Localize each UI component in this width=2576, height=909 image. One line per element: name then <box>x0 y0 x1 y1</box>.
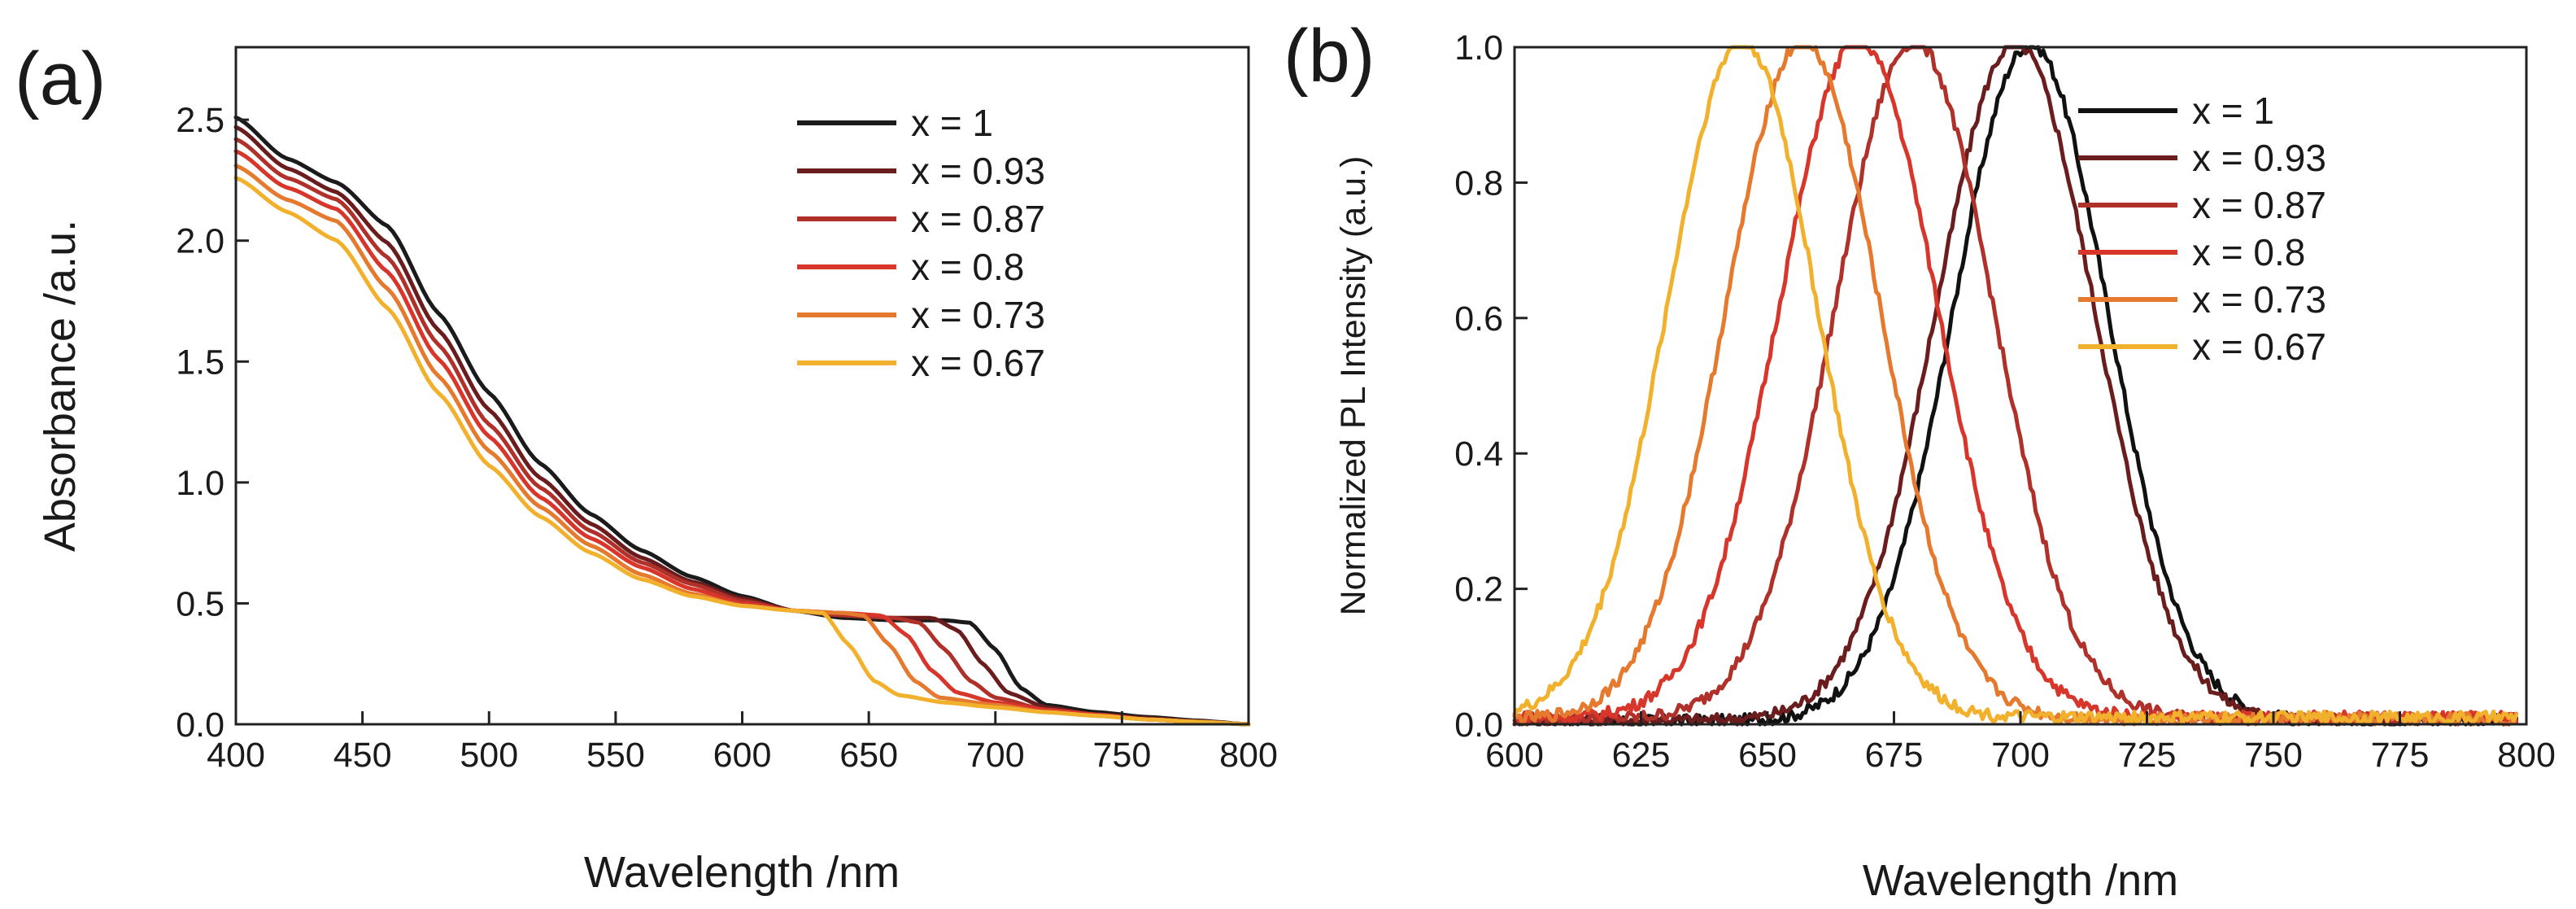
series-line-x0.73 <box>233 164 1251 727</box>
series-line-x0.8 <box>233 149 1251 727</box>
panel-b-y-tick-label: 1.0 <box>1454 28 1503 68</box>
panel-a-y-tick-label: 2.0 <box>176 222 224 261</box>
panel-b-x-tick-label: 800 <box>2497 736 2556 775</box>
panel-b-y-tick-label: 0.0 <box>1454 706 1503 745</box>
panel-a-y-tick-labels: 0.0 0.5 1.0 1.5 2.0 2.5 <box>176 101 224 745</box>
panel-b-y-tick-label: 0.8 <box>1454 164 1503 203</box>
panel-b-y-tick-label: 0.4 <box>1454 435 1503 474</box>
panel-b-x-tick-label: 600 <box>1485 736 1544 775</box>
legend-entry: x = 0.73 <box>2192 278 2326 321</box>
panel-b-x-tick-labels: 600 625 650 675 700 725 750 775 800 <box>1485 736 2556 775</box>
legend-entry: x = 0.73 <box>911 294 1045 336</box>
panel-a-axis-ticks <box>234 118 1250 726</box>
legend-entry: x = 0.87 <box>911 198 1045 240</box>
series-line-x0.73 <box>1512 45 2519 727</box>
panel-b-series-group <box>1512 45 2519 727</box>
legend-entry: x = 0.8 <box>911 246 1024 288</box>
panel-b-pl-chart: (b) 600 625 650 675 700 725 750 775 800 … <box>1284 15 2556 905</box>
series-line-x0.67 <box>1512 45 2519 726</box>
panel-a-y-tick-label: 0.0 <box>176 706 224 745</box>
panel-b-x-tick-label: 775 <box>2371 736 2430 775</box>
panel-b-x-tick-label: 750 <box>2244 736 2303 775</box>
legend-entry: x = 0.67 <box>911 342 1045 384</box>
panel-b-y-tick-labels: 0.0 0.2 0.4 0.6 0.8 1.0 <box>1454 28 1503 745</box>
panel-b-x-tick-label: 625 <box>1612 736 1671 775</box>
panel-b-x-tick-label: 675 <box>1865 736 1924 775</box>
panel-a-x-tick-label: 650 <box>839 736 898 775</box>
panel-b-legend: x = 1 x = 0.93 x = 0.87 x = 0.8 x = 0.73… <box>2078 90 2326 368</box>
panel-b-axis-ticks <box>1513 46 2528 726</box>
legend-entry: x = 0.93 <box>2192 137 2326 179</box>
legend-entry: x = 1 <box>2192 90 2274 132</box>
panel-a-label: (a) <box>15 37 106 120</box>
panel-a-plot-frame <box>234 46 1250 726</box>
panel-a-x-tick-label: 400 <box>207 736 265 775</box>
series-line-x0.93 <box>1512 45 2519 727</box>
series-line-x1 <box>233 115 1251 727</box>
panel-a-x-tick-label: 600 <box>713 736 772 775</box>
panel-a-x-axis-title: Wavelength /nm <box>584 848 900 897</box>
series-line-x1 <box>1512 45 2519 727</box>
panel-a-y-tick-label: 1.5 <box>176 343 224 382</box>
panel-a-y-tick-label: 2.5 <box>176 101 224 140</box>
panel-a-x-tick-label: 750 <box>1093 736 1152 775</box>
series-line-x0.67 <box>233 176 1251 727</box>
legend-entry: x = 0.87 <box>2192 184 2326 226</box>
series-line-x0.93 <box>233 125 1251 727</box>
panel-b-x-tick-label: 725 <box>2118 736 2177 775</box>
panel-a-x-tick-labels: 400 450 500 550 600 650 700 750 800 <box>207 736 1278 775</box>
panel-a-legend: x = 1 x = 0.93 x = 0.87 x = 0.8 x = 0.73… <box>797 102 1045 384</box>
panel-a-y-tick-label: 0.5 <box>176 584 224 623</box>
panel-b-x-tick-label: 650 <box>1738 736 1797 775</box>
panel-a-x-tick-label: 700 <box>966 736 1025 775</box>
panel-a-x-tick-label: 450 <box>333 736 392 775</box>
panel-a-x-tick-label: 800 <box>1219 736 1278 775</box>
legend-entry: x = 0.93 <box>911 150 1045 192</box>
panel-a-y-tick-label: 1.0 <box>176 464 224 503</box>
panel-b-label: (b) <box>1284 15 1375 98</box>
panel-b-y-tick-label: 0.6 <box>1454 299 1503 339</box>
panel-b-y-axis-title: Normalized PL Intensity (a.u.) <box>1334 156 1373 616</box>
panel-b-x-axis-title: Wavelength /nm <box>1863 856 2178 905</box>
panel-a-absorbance-chart: (a) 400 450 500 550 600 650 700 750 800 … <box>15 37 1278 897</box>
legend-entry: x = 0.67 <box>2192 326 2326 368</box>
panel-b-y-tick-label: 0.2 <box>1454 570 1503 610</box>
legend-entry: x = 1 <box>911 102 993 144</box>
panel-a-x-tick-label: 500 <box>460 736 518 775</box>
panel-b-plot-frame <box>1513 46 2528 726</box>
panel-a-y-axis-title: Absorbance /a.u. <box>36 220 85 552</box>
panel-a-series-group <box>233 115 1251 727</box>
panel-b-x-tick-label: 700 <box>1991 736 2050 775</box>
panel-a-x-tick-label: 550 <box>586 736 645 775</box>
series-line-x0.87 <box>1512 45 2519 727</box>
legend-entry: x = 0.8 <box>2192 231 2305 273</box>
series-line-x0.8 <box>1512 45 2519 726</box>
